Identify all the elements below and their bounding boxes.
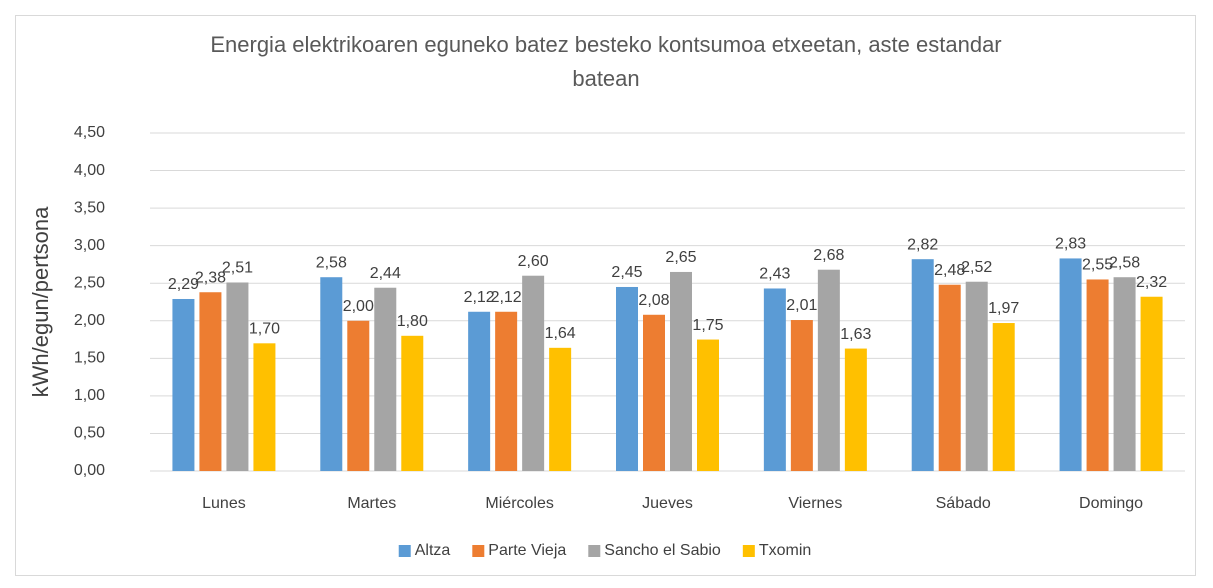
bar [347,320,370,471]
y-tick-label: 2,00 [74,312,105,329]
bar [911,259,934,471]
chart-title: Energia elektrikoaren eguneko batez best… [210,32,1002,91]
bar [965,281,988,471]
bar [401,335,424,471]
data-label: 2,83 [1055,236,1086,253]
bar [199,292,222,471]
data-label: 2,43 [759,266,790,283]
bar [549,347,572,471]
y-axis-label: kWh/egun/pertsona [28,206,53,398]
data-label: 2,08 [638,292,669,309]
legend-swatch [588,545,601,557]
x-tick-label: Jueves [642,495,693,512]
legend-swatch [742,545,755,557]
legend-label: Parte Vieja [488,542,566,559]
bar [670,271,692,471]
legend-label: Sancho el Sabio [604,542,721,559]
bar [763,288,786,471]
legend-swatch [398,545,411,557]
y-tick-label: 3,50 [74,199,105,216]
x-tick-label: Domingo [1079,495,1143,512]
data-label: 2,55 [1082,257,1113,274]
y-tick-label: 3,00 [74,237,105,254]
data-label: 2,58 [1109,254,1140,271]
data-label: 2,52 [961,259,992,276]
bar [697,339,719,471]
data-label: 2,68 [813,247,844,264]
bar [616,286,638,471]
data-label: 2,48 [934,262,965,279]
data-label: 2,45 [611,264,642,281]
bar [172,298,195,471]
legend-swatch [472,545,485,557]
bar [320,277,343,471]
bar [643,314,665,471]
x-tick-label: Martes [347,495,396,512]
data-label: 2,65 [665,249,696,266]
bar [253,343,276,471]
y-tick-label: 1,00 [74,387,105,404]
bar [468,311,491,471]
data-label: 2,01 [786,297,817,314]
x-tick-label: Sábado [936,495,991,512]
bar [374,287,397,471]
bar [226,282,249,471]
data-label: 2,00 [343,298,374,315]
data-label: 2,44 [370,265,401,282]
data-label: 2,38 [195,269,226,286]
y-tick-label: 2,50 [74,274,105,291]
bar [1113,277,1136,471]
data-label: 2,12 [464,289,495,306]
x-tick-label: Miércoles [485,495,553,512]
data-label: 1,64 [545,325,576,342]
bar [844,348,867,471]
x-tick-label: Lunes [202,495,246,512]
bar [938,284,961,471]
bar [992,323,1015,471]
data-label: 1,63 [840,326,871,343]
data-label: 2,58 [316,254,347,271]
data-label: 1,75 [692,317,723,334]
data-label: 2,51 [222,260,253,277]
y-tick-label: 0,50 [74,425,105,442]
y-tick-label: 4,50 [74,124,105,141]
x-tick-label: Viernes [788,495,842,512]
data-label: 1,80 [397,313,428,330]
legend-label: Txomin [759,542,811,559]
data-label: 2,12 [491,289,522,306]
data-label: 1,70 [249,321,280,338]
bar [1059,258,1082,471]
data-label: 2,82 [907,236,938,253]
y-tick-label: 0,00 [74,462,105,479]
legend-label: Altza [415,542,451,559]
y-tick-label: 4,00 [74,162,105,179]
data-label: 2,32 [1136,274,1167,291]
bar [1086,279,1109,471]
bar [817,269,840,471]
data-label: 2,60 [518,253,549,270]
bar [495,311,518,471]
data-label: 2,29 [168,276,199,293]
bar [1140,296,1163,471]
chart-border [15,15,1196,576]
data-label: 1,97 [988,300,1019,317]
bar [790,320,813,471]
y-tick-label: 1,50 [74,350,105,367]
bar [522,275,545,471]
